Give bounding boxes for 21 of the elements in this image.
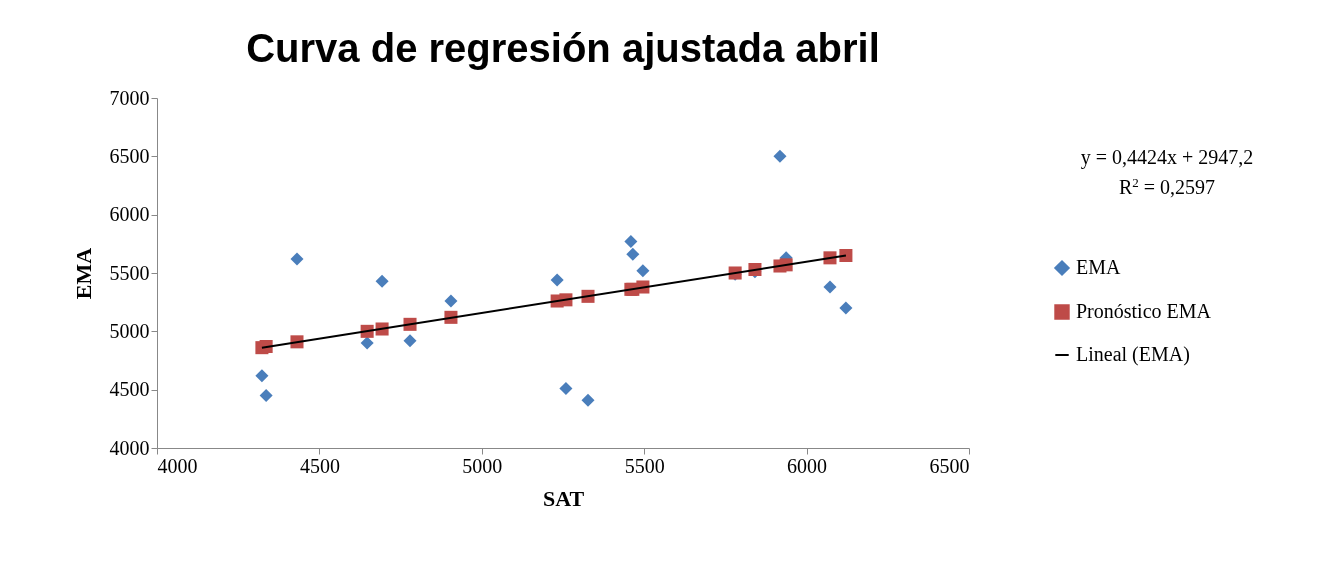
x-tick-label: 5500 bbox=[624, 454, 665, 477]
legend-label: EMA bbox=[1076, 256, 1121, 278]
x-tick-label: 6500 bbox=[929, 454, 970, 477]
text: y = 0,4424x + 2947,2 bbox=[1080, 146, 1254, 169]
legend-label: Lineal (EMA) bbox=[1076, 343, 1190, 366]
x-axis-title: SAT bbox=[542, 485, 585, 511]
x-tick-label: 4000 bbox=[157, 454, 198, 477]
y-tick-label: 4000 bbox=[109, 436, 150, 459]
legend-label: Pronóstico EMA bbox=[1076, 300, 1212, 322]
x-tick-label: 4500 bbox=[299, 454, 340, 477]
x-tick-label: 5000 bbox=[462, 454, 503, 477]
y-tick-label: 5000 bbox=[109, 319, 150, 342]
y-axis-title: EMA bbox=[70, 247, 96, 300]
y-tick-label: 5500 bbox=[109, 261, 150, 284]
y-tick-label: 7000 bbox=[109, 86, 150, 109]
x-tick-label: 6000 bbox=[787, 454, 828, 477]
text: R$^{2}$ = 0,2597 bbox=[1118, 174, 1216, 198]
y-tick-label: 4500 bbox=[109, 378, 150, 401]
chart-title: Curva de regresión ajustada abril bbox=[246, 26, 880, 70]
y-tick-label: 6500 bbox=[109, 144, 150, 167]
y-tick-label: 6000 bbox=[109, 203, 150, 226]
